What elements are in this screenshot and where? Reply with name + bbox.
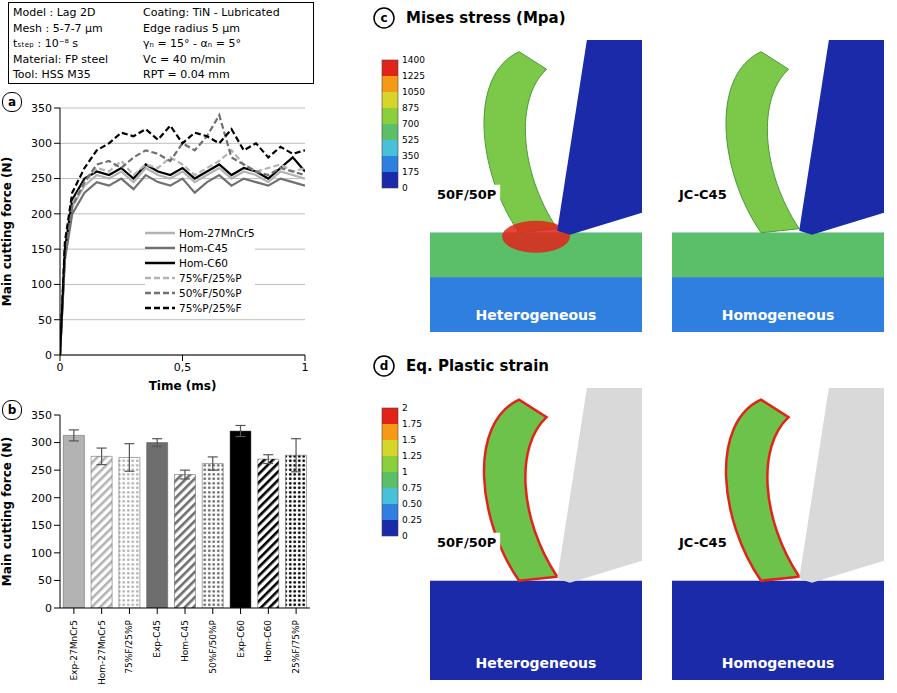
svg-text:525: 525: [402, 135, 419, 145]
svg-text:Main cutting force (N): Main cutting force (N): [0, 157, 14, 306]
svg-text:JC-C45: JC-C45: [678, 187, 727, 202]
svg-text:Homogeneous: Homogeneous: [722, 307, 834, 323]
svg-text:Exp-C45: Exp-C45: [152, 620, 162, 658]
svg-text:0.75: 0.75: [402, 483, 422, 493]
svg-text:1.5: 1.5: [402, 435, 416, 445]
svg-text:250: 250: [31, 464, 52, 477]
svg-text:0: 0: [45, 349, 52, 362]
html-text:γₙ = 15° - αₙ = 5°: γₙ = 15° - αₙ = 5°: [143, 37, 241, 50]
html-text:Hom-27MnCr5: Hom-27MnCr5: [179, 226, 255, 239]
svg-text:75%F/25%P: 75%F/25%P: [124, 619, 134, 673]
html-text:50%F/50%P: 50%F/50%P: [179, 286, 242, 299]
svg-text:100: 100: [31, 547, 52, 560]
svg-text:0.25: 0.25: [402, 515, 422, 525]
svg-text:Exp-C60: Exp-C60: [236, 620, 246, 658]
html-text:Coating: TiN - Lubricated: Coating: TiN - Lubricated: [143, 6, 280, 19]
svg-text:0: 0: [402, 531, 408, 541]
svg-text:250: 250: [31, 172, 52, 185]
svg-text:Heterogeneous: Heterogeneous: [476, 655, 597, 671]
html-text:Hom-C60: Hom-C60: [179, 256, 228, 269]
svg-text:0.50: 0.50: [402, 499, 422, 509]
svg-text:0: 0: [57, 361, 64, 374]
svg-text:150: 150: [31, 519, 52, 532]
svg-text:350: 350: [31, 409, 52, 422]
svg-text:JC-C45: JC-C45: [678, 535, 727, 550]
svg-text:50: 50: [38, 314, 52, 327]
svg-text:Hom-C45: Hom-C45: [180, 620, 190, 662]
svg-text:150: 150: [31, 243, 52, 256]
svg-text:d: d: [380, 359, 389, 373]
svg-text:200: 200: [31, 492, 52, 505]
svg-text:Hom-27MnCr5: Hom-27MnCr5: [97, 620, 107, 685]
svg-text:50F/50P: 50F/50P: [437, 535, 496, 550]
svg-text:300: 300: [31, 436, 52, 449]
svg-text:1.25: 1.25: [402, 451, 422, 461]
svg-text:200: 200: [31, 208, 52, 221]
html-text:tₛₜₑₚ : 10⁻⁸ s: tₛₜₑₚ : 10⁻⁸ s: [13, 37, 79, 50]
svg-text:700: 700: [402, 119, 419, 129]
svg-text:1225: 1225: [402, 71, 425, 81]
html-text:a: a: [7, 95, 16, 109]
svg-text:350: 350: [31, 102, 52, 115]
svg-text:350: 350: [402, 151, 419, 161]
svg-text:0,5: 0,5: [174, 361, 192, 374]
svg-text:Homogeneous: Homogeneous: [722, 655, 834, 671]
svg-text:Heterogeneous: Heterogeneous: [476, 307, 597, 323]
html-text:Model : Lag 2D: Model : Lag 2D: [13, 6, 96, 19]
svg-text:0: 0: [45, 602, 52, 615]
svg-text:50F/50P: 50F/50P: [437, 187, 496, 202]
svg-text:1: 1: [302, 361, 309, 374]
svg-text:100: 100: [31, 278, 52, 291]
svg-text:875: 875: [402, 103, 419, 113]
html-text:Vc = 40 m/min: Vc = 40 m/min: [143, 52, 226, 66]
svg-text:1050: 1050: [402, 87, 425, 97]
svg-text:Eq. Plastic strain: Eq. Plastic strain: [406, 357, 549, 375]
html-text:Mesh : 5-7-7 μm: Mesh : 5-7-7 μm: [13, 21, 103, 35]
svg-text:Hom-C60: Hom-C60: [263, 620, 273, 662]
html-text:Tool: HSS M35: Tool: HSS M35: [13, 68, 91, 81]
svg-text:1.75: 1.75: [402, 419, 422, 429]
svg-text:300: 300: [31, 137, 52, 150]
svg-text:1: 1: [402, 467, 408, 477]
html-text:Material: FP steel: Material: FP steel: [13, 52, 108, 66]
html-text:75%P/25%F: 75%P/25%F: [179, 301, 242, 314]
html-text:b: b: [7, 403, 17, 417]
svg-text:Time (ms): Time (ms): [149, 379, 217, 393]
svg-text:25%F/75%P: 25%F/75%P: [291, 619, 301, 673]
html-text:Hom-C45: Hom-C45: [179, 241, 228, 254]
svg-text:Exp-27MnCr5: Exp-27MnCr5: [69, 620, 79, 681]
svg-text:50%F/50%P: 50%F/50%P: [208, 619, 218, 673]
svg-text:0: 0: [402, 183, 408, 193]
svg-text:c: c: [380, 11, 387, 25]
svg-text:1400: 1400: [402, 55, 425, 65]
svg-text:175: 175: [402, 167, 419, 177]
svg-text:Mises stress (Mpa): Mises stress (Mpa): [406, 9, 566, 27]
svg-text:2: 2: [402, 403, 408, 413]
html-text:RPT = 0.04 mm: RPT = 0.04 mm: [143, 68, 230, 81]
html-text:75%F/25%P: 75%F/25%P: [179, 271, 242, 284]
html-text:Edge radius 5 μm: Edge radius 5 μm: [143, 21, 240, 35]
svg-text:Main cutting force (N): Main cutting force (N): [0, 437, 14, 586]
svg-text:50: 50: [38, 574, 52, 587]
